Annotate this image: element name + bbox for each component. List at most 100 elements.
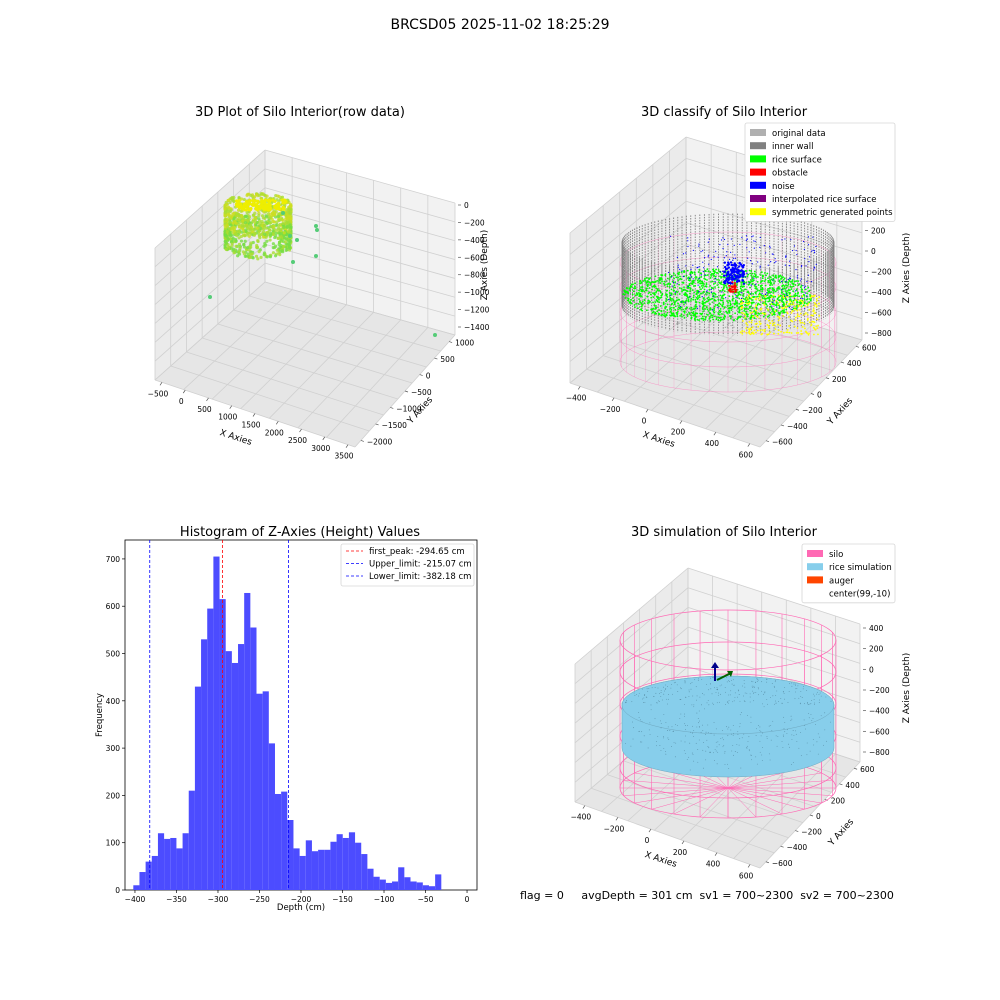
raw-point [249,227,253,232]
sim-rice-texture [671,684,672,686]
classify-rice-point [789,298,792,301]
classify-noise-cluster [723,280,727,283]
classify-rice-point [795,288,798,291]
sim-rice-texture [680,699,682,700]
classify-noise-point [670,235,672,237]
raw-point [257,232,261,236]
classify-noise-point [681,270,683,272]
classify-symmetric-point [792,303,795,306]
classify-noise-cluster [738,273,741,276]
sim-rice-texture [806,742,808,744]
raw-point [242,224,246,228]
classify-original-point [766,293,769,295]
classify-original-point [706,305,709,307]
classify-original-point [736,309,738,311]
classify-noise-point [787,278,789,280]
classify-original-point [712,274,714,276]
classify-noise-point [788,265,790,267]
sim-silo-base-spoke [727,787,822,804]
classify-rice-point [714,282,717,284]
classify-rice-point [647,292,650,295]
classify-rice-point [761,277,764,280]
sim-rice-texture [683,750,685,752]
classify-obstacle-point [732,290,735,293]
classify-noise-point [748,251,750,253]
classify-rice-point [699,312,702,315]
classify-original-point [780,300,782,302]
classify-rice-point [792,290,794,293]
classify-rice-point [738,297,741,300]
classify-noise-point [799,280,801,282]
classify-rice-point [669,314,672,317]
classify-original-point [815,302,817,304]
hist-bar [361,854,368,890]
classify-rice-point [653,292,656,295]
raw-point [223,207,227,211]
sim-rice-texture [788,746,790,748]
sim-y-tick-label: 400 [845,781,860,790]
classify-original-point [750,279,752,281]
raw-point [281,221,285,226]
classify-rice-point [660,314,663,317]
sim-legend-label: auger [829,576,854,586]
classify-original-point [777,308,779,310]
classify-rice-point [673,303,676,306]
sim-legend-swatch [807,550,823,557]
classify-original-point [686,310,688,312]
classify-symmetric-point [798,315,801,318]
sim-rice-texture [744,686,746,688]
sim-rice-texture [659,700,660,702]
hist-bar [170,837,177,890]
classify-original-point [771,274,774,276]
classify-symmetric-point [747,296,749,299]
classify-rice-point [692,281,695,284]
classify-original-point [714,287,717,290]
sim-rice-texture [671,726,673,728]
classify-symmetric-point [748,321,751,323]
sim-rice-texture [800,691,802,692]
classify-original-point [731,316,733,318]
hist-bar [324,849,331,890]
classify-original-point [688,311,690,313]
sim-rice-texture [729,681,730,682]
sim-rice-texture [684,741,686,743]
classify-noise-point [804,308,806,310]
classify-rice-point [747,283,750,286]
classify-rice-point [743,310,746,312]
classify-rice-point [800,284,803,287]
classify-rice-point [691,271,694,274]
classify-symmetric-point [778,317,781,320]
sim-rice-texture [763,706,765,708]
sim-rice-texture [709,677,711,679]
classify-rice-point [667,282,670,285]
classify-rice-point [680,287,683,290]
raw-outlier-point [315,228,319,232]
classify-symmetric-point [778,316,780,318]
sim-rice-texture [643,697,645,699]
classify-original-point [699,309,701,311]
classify-rice-point [722,283,725,286]
classify-noise-cluster [736,275,739,279]
hist-y-axis-label: Frequency [95,693,105,737]
classify-rice-point [772,287,774,290]
classify-rice-point [713,307,716,310]
sim-rice-texture [813,693,814,695]
classify-y-tick-label: 200 [832,375,847,384]
classify-rice-point [640,305,643,308]
sim-rice-texture [798,747,800,749]
classify-rice-point [709,316,711,318]
classify-rice-point [656,310,659,313]
classify-rice-point [677,276,679,279]
sim-rice-texture [740,712,742,713]
sim-rice-texture [758,694,759,696]
classify-rice-point [738,315,740,318]
sim-rice-texture [769,759,771,761]
classify-rice-point [719,308,722,310]
classify-rice-point [627,292,630,295]
sim-rice-texture [701,679,703,681]
classify-original-point [707,320,709,322]
classify-rice-point [663,284,666,286]
classify-original-point [683,314,685,316]
classify-noise-point [788,277,791,279]
sim-rice-texture [689,769,691,771]
